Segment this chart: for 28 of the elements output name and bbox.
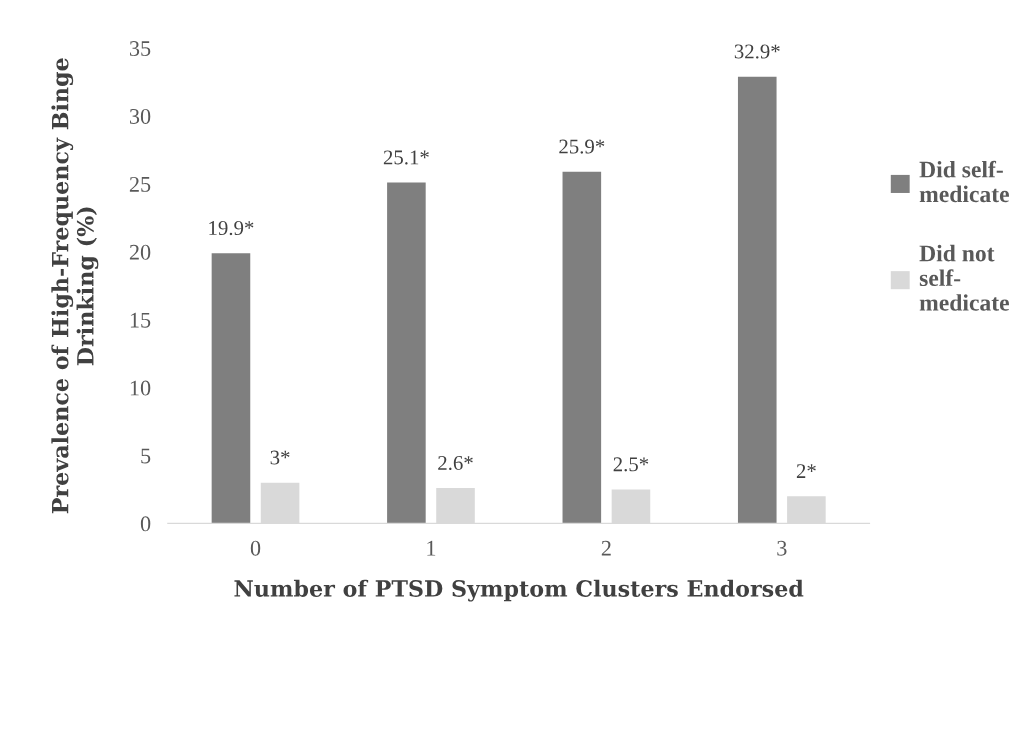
y-tick-label: 0	[140, 516, 151, 532]
x-tick-label: 1	[427, 540, 436, 556]
y-tick-label: 5	[141, 448, 151, 464]
legend-label: Did self- medicate	[919, 160, 1009, 203]
y-tick-label: 35	[129, 41, 151, 57]
data-label: 3*	[270, 450, 290, 465]
x-tick-label: 0	[250, 540, 261, 556]
y-tick-label: 30	[129, 108, 151, 124]
x-tick-label: 2	[601, 540, 611, 556]
y-tick-label: 25	[129, 176, 151, 192]
x-tick-label: 3	[777, 540, 787, 556]
bar	[211, 253, 251, 524]
data-label: 2.5*	[613, 457, 649, 472]
y-tick-label: 20	[129, 244, 151, 260]
data-label: 19.9*	[209, 221, 254, 236]
y-tick-label: 15	[130, 312, 151, 328]
data-label: 25.9*	[559, 139, 605, 154]
bar	[562, 171, 602, 524]
bar	[737, 76, 777, 524]
data-label: 32.9*	[734, 44, 780, 59]
y-axis-title: Prevalence of High-Frequency Binge Drinking (%)	[51, 58, 99, 514]
x-axis-title: Number of PTSD Symptom Clusters Endorsed	[234, 579, 804, 602]
legend-label: Did not self- medicate	[919, 244, 1009, 311]
bar	[387, 182, 426, 524]
data-label: 25.1*	[383, 150, 429, 165]
data-label: 2*	[796, 464, 816, 478]
y-tick-label: 10	[130, 380, 151, 396]
data-label: 2.6*	[438, 455, 473, 471]
